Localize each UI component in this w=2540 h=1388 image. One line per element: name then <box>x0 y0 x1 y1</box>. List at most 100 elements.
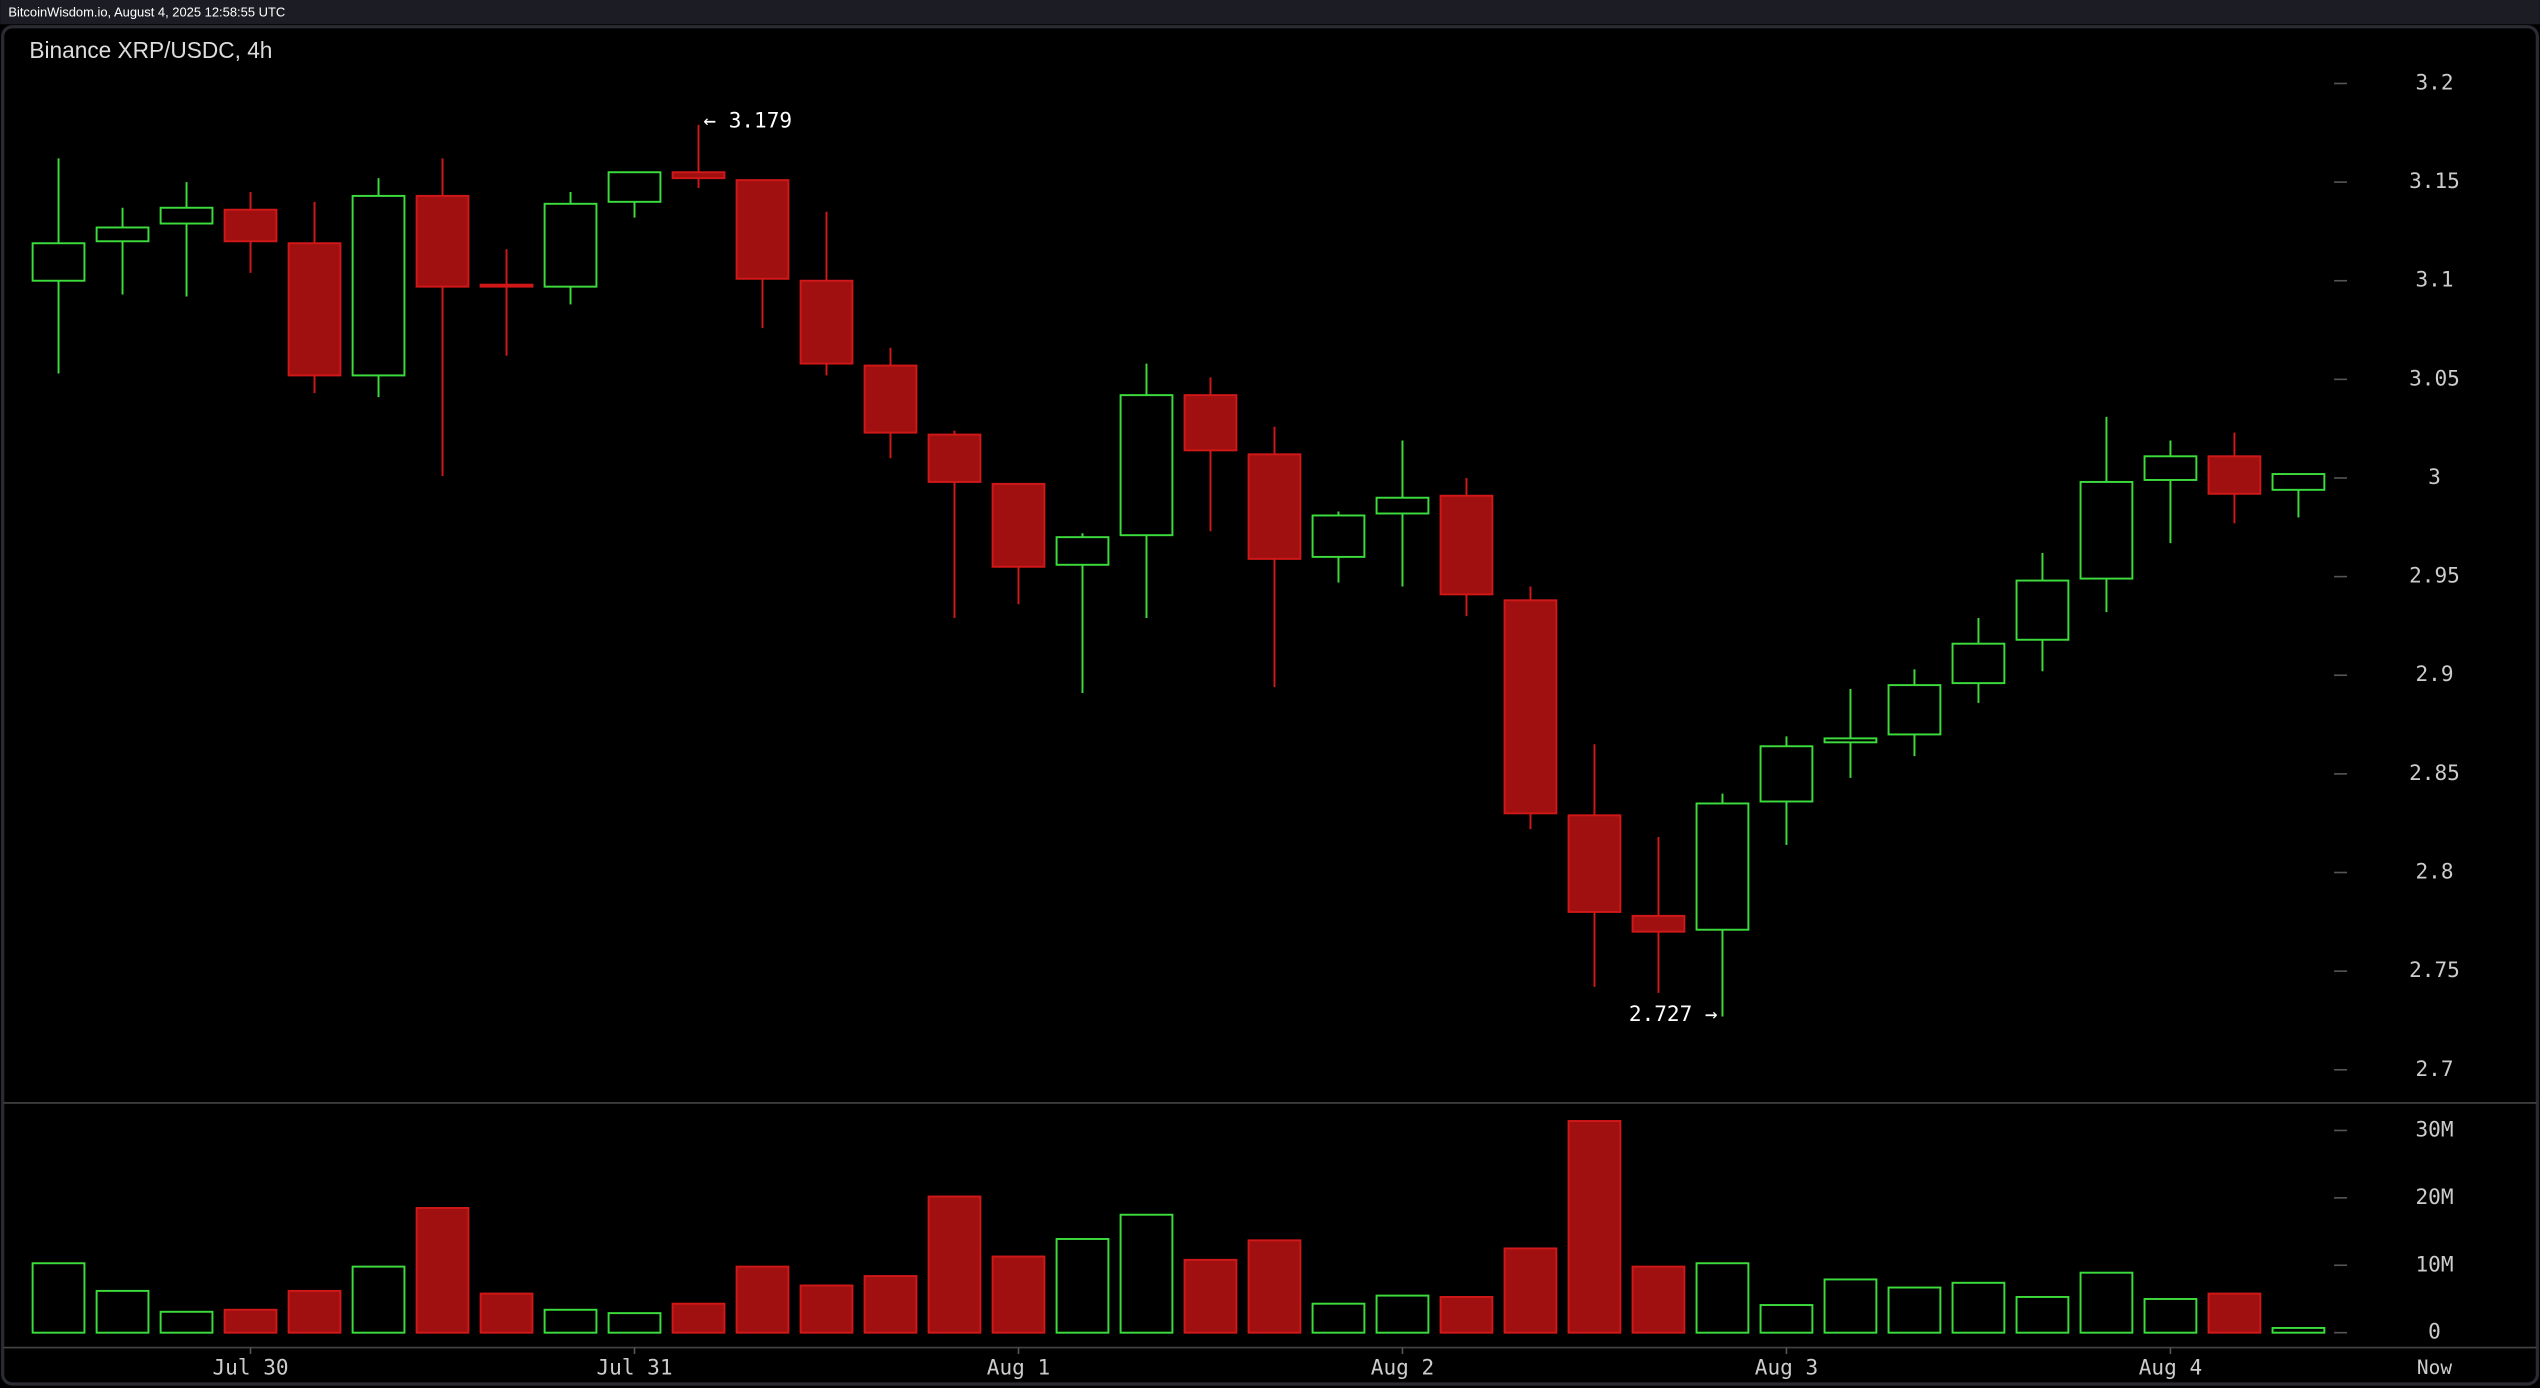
candle-body <box>799 279 854 365</box>
candle-body <box>671 171 726 180</box>
volume-bar <box>1119 1213 1174 1334</box>
y-tick-label: 3 <box>2428 464 2441 489</box>
candle-body <box>95 226 150 243</box>
volume-bar <box>2271 1326 2326 1334</box>
y-tick-label: 2.85 <box>2409 760 2460 785</box>
x-tick-label: Aug 3 <box>1755 1355 1818 1380</box>
x-tick-label: Jul 31 <box>596 1355 672 1380</box>
price-annotation: 2.727 → <box>1629 1001 1718 1026</box>
volume-bar <box>415 1207 470 1334</box>
candle-body <box>1631 914 1686 933</box>
volume-bar <box>95 1289 150 1334</box>
volume-bar <box>287 1289 342 1334</box>
y-tick-label: 2.75 <box>2409 957 2460 982</box>
candle-body <box>479 283 534 288</box>
volume-bar <box>2143 1298 2198 1334</box>
volume-bar <box>1823 1278 1878 1334</box>
volume-bar <box>607 1312 662 1334</box>
candle-body <box>1439 494 1494 596</box>
candle-body <box>991 482 1046 568</box>
candle-body <box>927 433 982 483</box>
candle-body <box>735 179 790 280</box>
candle-body <box>1823 737 1878 744</box>
frame <box>1 25 2539 1386</box>
volume-bar <box>1055 1238 1110 1334</box>
volume-bar <box>1439 1295 1494 1334</box>
volume-bar <box>735 1265 790 1334</box>
candle-body <box>1887 684 1942 736</box>
x-tick-label: Jul 30 <box>213 1355 289 1380</box>
header-bar <box>0 0 2540 25</box>
y-tick-label: 2.95 <box>2409 563 2460 588</box>
y-tick-label: 3.2 <box>2415 69 2453 94</box>
price-annotation: ← 3.179 <box>703 108 792 133</box>
candle-body <box>2143 455 2198 481</box>
x-tick-label: Aug 2 <box>1371 1355 1434 1380</box>
volume-bar <box>1695 1262 1750 1334</box>
volume-tick-label: 10M <box>2415 1251 2453 1276</box>
volume-bar <box>991 1255 1046 1334</box>
candle-body <box>543 202 598 288</box>
volume-bar <box>223 1308 278 1334</box>
candle-body <box>863 364 918 434</box>
volume-bar <box>1183 1258 1238 1334</box>
volume-bar <box>1631 1265 1686 1334</box>
volume-bar <box>479 1292 534 1334</box>
candle-body <box>1375 496 1430 515</box>
y-tick-label: 2.7 <box>2415 1056 2453 1081</box>
volume-bar <box>863 1275 918 1334</box>
candle-body <box>1055 536 1110 566</box>
volume-tick-label: 0 <box>2428 1319 2441 1344</box>
volume-bar <box>927 1195 982 1334</box>
volume-bar <box>1887 1286 1942 1334</box>
volume-bar <box>671 1302 726 1334</box>
candle-body <box>2015 579 2070 641</box>
candle-body <box>2207 455 2262 495</box>
candle-body <box>415 194 470 288</box>
candle-body <box>1183 394 1238 452</box>
now-label: Now <box>2417 1356 2452 1379</box>
volume-tick-label: 30M <box>2415 1116 2453 1141</box>
y-tick-label: 2.8 <box>2415 859 2453 884</box>
volume-tick-label: 20M <box>2415 1184 2453 1209</box>
candle-body <box>287 242 342 377</box>
candle-body <box>1695 802 1750 931</box>
candle-body <box>1247 453 1302 560</box>
volume-bar <box>1951 1281 2006 1334</box>
candle-body <box>223 208 278 243</box>
x-tick-label: Aug 1 <box>987 1355 1050 1380</box>
volume-bar <box>1759 1304 1814 1334</box>
volume-bar <box>1247 1239 1302 1334</box>
candle-body <box>2271 473 2326 491</box>
volume-bar <box>1311 1302 1366 1334</box>
y-tick-label: 3.15 <box>2409 168 2460 193</box>
header-text: BitcoinWisdom.io, August 4, 2025 12:58:5… <box>8 4 285 19</box>
volume-bar <box>1503 1247 1558 1334</box>
volume-bar <box>159 1310 214 1334</box>
candle-body <box>1567 814 1622 913</box>
candle-body <box>31 242 86 282</box>
volume-bar <box>31 1262 86 1334</box>
volume-bar <box>2015 1295 2070 1334</box>
volume-bar <box>2079 1271 2134 1334</box>
volume-bar <box>351 1265 406 1334</box>
chart-title: Binance XRP/USDC, 4h <box>29 37 272 63</box>
candle-body <box>1759 745 1814 803</box>
x-tick-label: Aug 4 <box>2139 1355 2202 1380</box>
candle-body <box>159 206 214 225</box>
candle-body <box>2079 480 2134 580</box>
volume-bar <box>2207 1292 2262 1334</box>
y-tick-label: 3.05 <box>2409 365 2460 390</box>
volume-bar <box>1567 1120 1622 1334</box>
volume-bar <box>543 1308 598 1334</box>
volume-bar <box>799 1284 854 1334</box>
candle-body <box>1503 599 1558 815</box>
candle-body <box>1951 642 2006 685</box>
y-tick-label: 2.9 <box>2415 661 2453 686</box>
candle-body <box>351 194 406 377</box>
volume-bar <box>1375 1294 1430 1334</box>
candle-body <box>1119 394 1174 537</box>
